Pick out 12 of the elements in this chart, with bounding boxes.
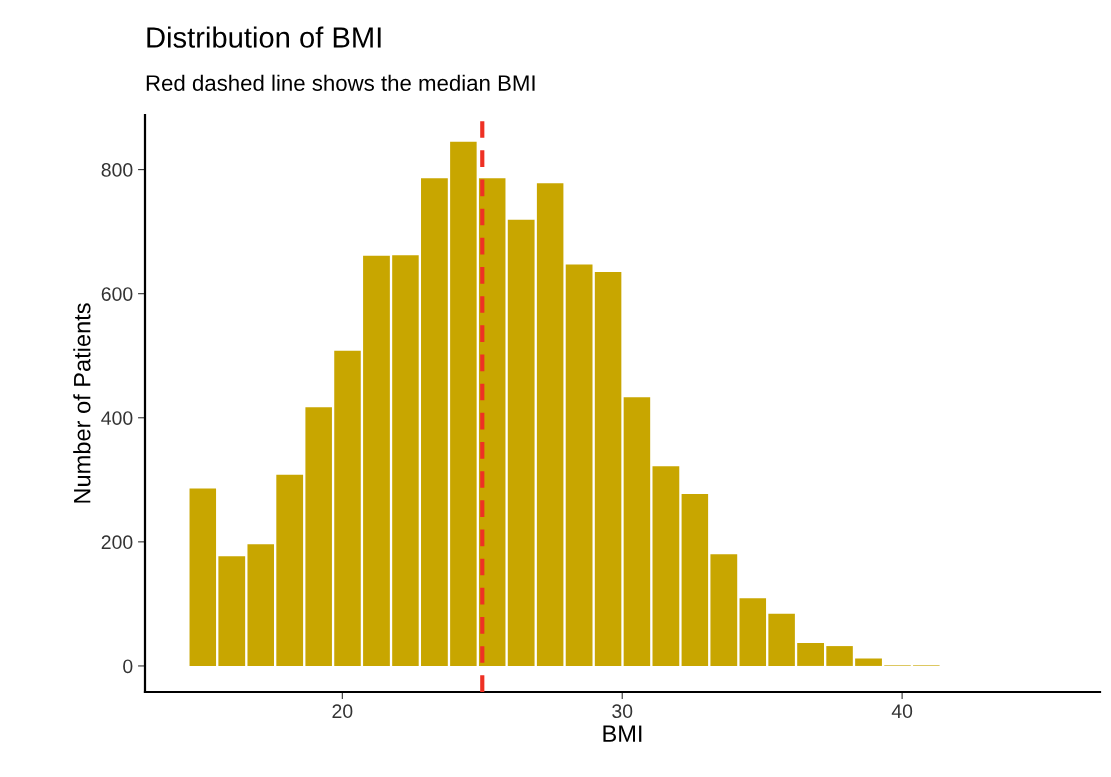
- y-axis-title: Number of Patients: [73, 303, 91, 503]
- x-tick-label: 30: [612, 704, 633, 719]
- chart-subtitle: Red dashed line shows the median BMI: [146, 74, 535, 91]
- y-tick-label: 400: [101, 411, 133, 426]
- y-tick-label: 200: [101, 535, 133, 550]
- chart-title: Distribution of BMI: [147, 26, 381, 48]
- y-tick-label: 800: [101, 163, 133, 177]
- x-tick-label: 40: [891, 704, 913, 719]
- y-tick-label: 600: [101, 287, 133, 301]
- x-tick-label: 20: [332, 704, 353, 719]
- y-tick-label: 0: [123, 659, 133, 674]
- x-axis-title: BMI: [603, 725, 642, 742]
